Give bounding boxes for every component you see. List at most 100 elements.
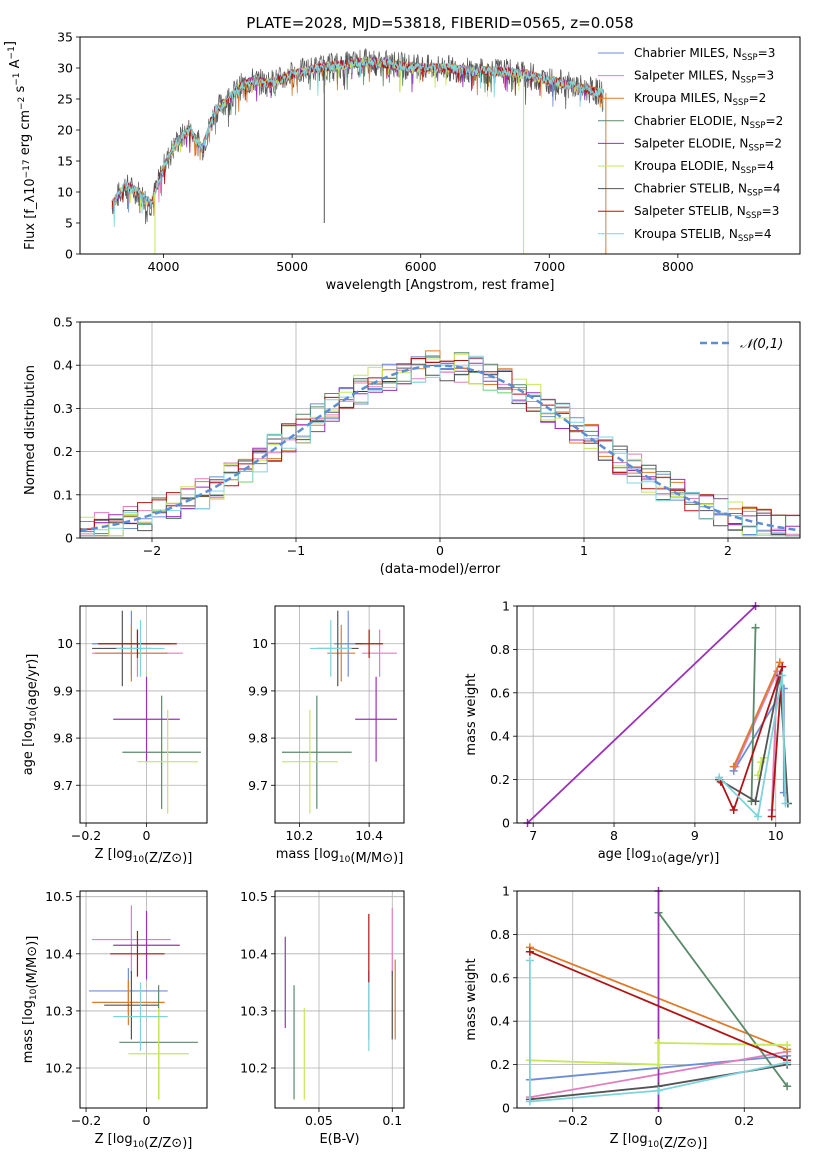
weight-vs-age-series (523, 602, 792, 827)
x-tick-label: 0 (436, 543, 444, 558)
weight-marker (751, 797, 760, 806)
weight-line (657, 912, 788, 1087)
y-tick-label: 0.8 (490, 927, 510, 942)
mass-vs-z-frame (79, 890, 208, 1109)
legend-entry: Chabrier STELIB, NSSP=4 (634, 182, 781, 199)
y-tick-label: 0.4 (490, 1014, 510, 1029)
weight-marker (778, 671, 787, 680)
histogram-8 (80, 355, 800, 537)
y-axis-label: age [log10(age/yr)] (21, 654, 40, 776)
y-tick-label: 0.6 (490, 970, 510, 985)
x-tick-label: 10.2 (285, 828, 313, 843)
x-tick-label: 0 (143, 1113, 151, 1128)
weight-marker (654, 1060, 663, 1069)
y-tick-label: 10 (252, 636, 268, 651)
x-tick-label: −0.2 (71, 1113, 101, 1128)
x-tick-label: −1 (287, 543, 305, 558)
x-tick-label: 10 (768, 828, 784, 843)
age-vs-z-axes: −0.2 0 9.7 9.8 9.9 10 Z [log10(Z/Z⊙)] age [log1… (21, 606, 207, 866)
y-tick-label: 0.3 (53, 401, 73, 416)
weight-marker (654, 1038, 663, 1047)
y-tick-label: 9.9 (248, 683, 268, 698)
x-tick-label: 9 (691, 828, 699, 843)
y-tick-label: 10.5 (240, 889, 268, 904)
y-tick-label: 10.2 (240, 1061, 268, 1076)
weight-line (529, 960, 788, 1103)
y-axis-label: mass weight (464, 958, 479, 1040)
y-tick-label: 10.4 (240, 946, 268, 961)
age-vs-mass-points (281, 610, 398, 814)
weight-marker (775, 658, 784, 667)
weight-vs-z-series (525, 887, 792, 1112)
x-tick-label: 0.2 (734, 1113, 754, 1128)
x-axis-label: (data-model)/error (380, 562, 501, 577)
y-tick-label: 0.2 (53, 444, 73, 459)
spectrum-legend: Chabrier MILES, NSSP=3 Salpeter MILES, NS… (598, 46, 783, 244)
y-tick-label: 10.5 (45, 889, 73, 904)
residuals-frame (79, 321, 801, 539)
histogram-6 (80, 357, 800, 537)
spectrum-lines (111, 47, 607, 254)
y-axis-label: mass [log10(M/M⊙)] (21, 936, 40, 1064)
spectrum-axes: 4000 5000 6000 7000 8000 0 5 10 15 20 25 30 35 wavele… (3, 30, 694, 294)
y-tick-label: 20 (57, 123, 73, 138)
weight-vs-z-frame (516, 890, 801, 1109)
y-axis-label: mass weight (464, 673, 479, 755)
weight-marker (729, 762, 738, 771)
age-vs-mass-axes: 10.2 10.4 9.7 9.8 9.9 10 mass [log10(M/M⊙)] (248, 606, 404, 866)
weight-marker (783, 1082, 792, 1091)
x-tick-label: 1 (580, 543, 588, 558)
x-tick-label: 7000 (533, 259, 565, 274)
weight-marker (525, 956, 534, 965)
y-tick-label: 5 (65, 216, 73, 231)
y-tick-label: 35 (57, 30, 73, 45)
y-tick-label: 10 (57, 636, 73, 651)
y-tick-label: 1 (502, 599, 510, 614)
y-tick-label: 0 (65, 531, 73, 546)
legend-entry: Kroupa MILES, NSSP=2 (634, 91, 766, 108)
weight-marker (751, 623, 760, 632)
y-tick-label: 0.4 (490, 729, 510, 744)
x-axis-label: Z [log10(Z/Z⊙)] (610, 1132, 708, 1151)
weight-line (750, 627, 757, 802)
y-tick-label: 0.1 (53, 487, 73, 502)
x-tick-label: 8000 (662, 259, 694, 274)
x-tick-label: 7 (529, 828, 537, 843)
y-tick-label: 9.9 (53, 683, 73, 698)
weight-marker (525, 947, 534, 956)
x-tick-label: −2 (143, 543, 161, 558)
x-axis-label: Z [log10(Z/Z⊙)] (95, 1132, 193, 1151)
y-tick-label: 0.2 (490, 772, 510, 787)
mass-vs-ebv-frame (274, 890, 405, 1109)
y-tick-label: 9.7 (53, 778, 73, 793)
x-tick-label: 0.1 (382, 1113, 402, 1128)
x-tick-label: 0 (143, 828, 151, 843)
legend-entry: Kroupa STELIB, NSSP=4 (634, 227, 772, 244)
legend-entry: Salpeter STELIB, NSSP=3 (634, 204, 779, 221)
weight-marker (753, 812, 762, 821)
mass-vs-ebv-points (284, 908, 396, 1100)
x-tick-label: 6000 (405, 259, 437, 274)
weight-vs-age-frame (516, 605, 801, 824)
weight-marker (525, 1097, 534, 1106)
x-tick-label: 2 (724, 543, 732, 558)
y-tick-label: 10.3 (240, 1003, 268, 1018)
weight-marker (654, 1086, 663, 1095)
weight-marker (715, 773, 724, 782)
x-tick-label: 5000 (276, 259, 308, 274)
y-tick-label: 9.8 (248, 731, 268, 746)
x-tick-label: −0.2 (71, 828, 101, 843)
weight-line (719, 666, 784, 817)
legend-entry: Salpeter MILES, NSSP=3 (634, 69, 774, 86)
weight-marker (767, 812, 776, 821)
x-tick-label: 4000 (148, 259, 180, 274)
y-tick-label: 0.5 (53, 315, 73, 330)
legend-entry: Chabrier MILES, NSSP=3 (634, 46, 775, 63)
y-tick-label: 0.4 (53, 358, 73, 373)
y-tick-label: 0.2 (490, 1057, 510, 1072)
y-tick-label: 10 (57, 185, 73, 200)
x-axis-label: age [log10(age/yr)] (598, 847, 720, 866)
spectrum-line-8 (111, 56, 604, 228)
y-tick-label: 0.6 (490, 685, 510, 700)
